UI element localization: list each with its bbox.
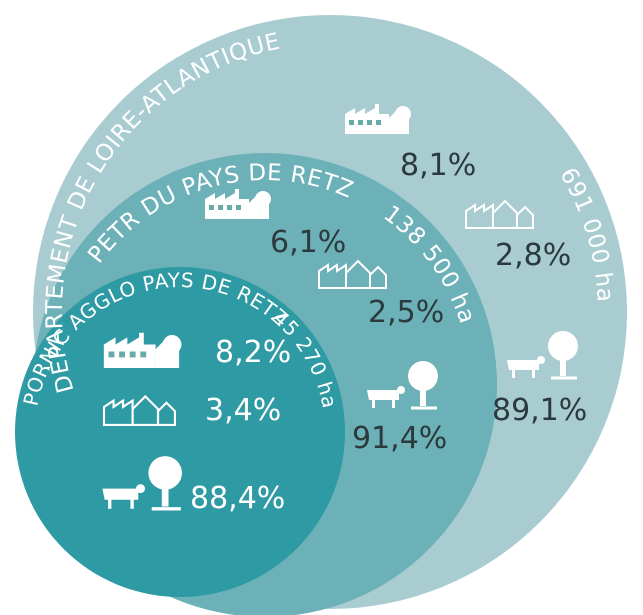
share: 88,4% [190, 481, 285, 516]
share: 89,1% [492, 393, 587, 428]
share: 8,1% [400, 148, 476, 183]
icon-industry [205, 189, 271, 219]
share: 91,4% [352, 421, 447, 456]
circle-agglo [15, 267, 345, 597]
icon-industry [103, 332, 182, 368]
share: 8,2% [215, 335, 291, 370]
share: 2,5% [368, 295, 444, 330]
share: 3,4% [205, 393, 281, 428]
icon-industry [345, 104, 411, 134]
share: 2,8% [495, 238, 571, 273]
share: 6,1% [270, 225, 346, 260]
